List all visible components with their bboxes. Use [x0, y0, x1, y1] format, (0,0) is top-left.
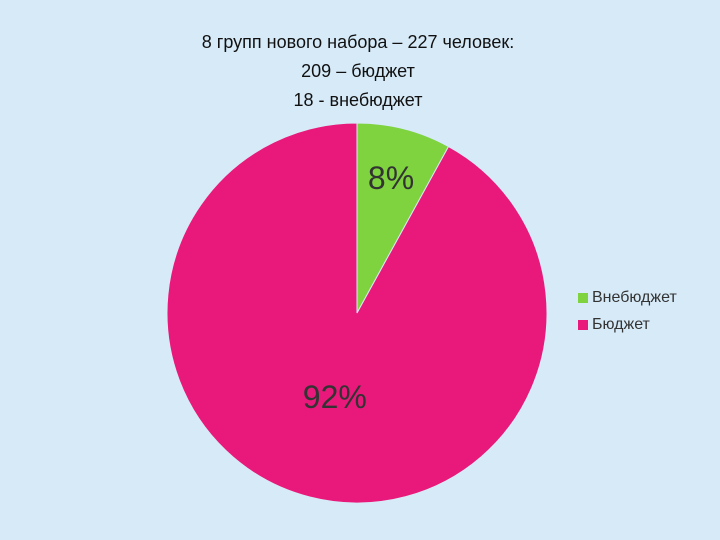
chart-title: 8 групп нового набора – 227 человек: — [202, 32, 514, 52]
data-label: 8% — [368, 160, 414, 196]
legend-label: Внебюджет — [592, 289, 677, 306]
legend-label: Бюджет — [592, 316, 651, 333]
chart-title: 18 - внебюджет — [294, 90, 423, 110]
pie-slice — [166, 122, 548, 504]
legend-swatch — [578, 293, 588, 303]
chart-title: 209 – бюджет — [301, 61, 415, 81]
legend-swatch — [578, 320, 588, 330]
pie-slice — [356, 122, 450, 314]
data-label: 92% — [303, 379, 367, 415]
